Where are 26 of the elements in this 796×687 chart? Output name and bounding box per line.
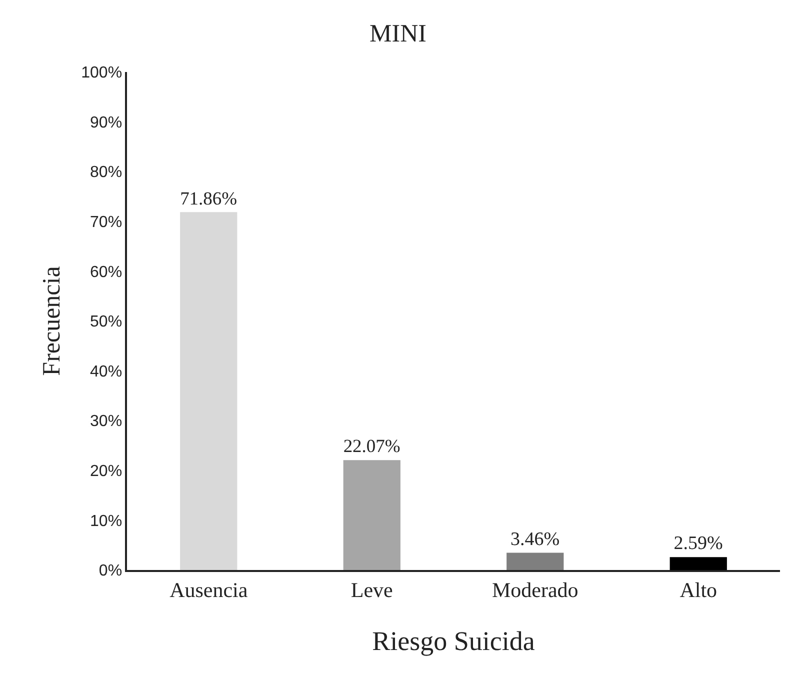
y-tick-label: 20% bbox=[90, 463, 122, 480]
data-label: 2.59% bbox=[674, 533, 723, 554]
y-tick-label: 0% bbox=[98, 562, 122, 580]
y-tick-label: 100% bbox=[81, 64, 122, 82]
bar bbox=[506, 552, 564, 570]
y-tick-label: 90% bbox=[90, 114, 122, 132]
x-tick-label: Ausencia bbox=[170, 578, 248, 602]
bar bbox=[180, 212, 238, 570]
y-tick-label: 60% bbox=[90, 264, 122, 281]
x-tick-label: Leve bbox=[350, 578, 393, 602]
data-label: 22.07% bbox=[343, 436, 400, 456]
chart-title: MINI bbox=[370, 20, 426, 48]
y-tick-label: 50% bbox=[90, 314, 122, 331]
x-axis-title: Riesgo Suicida bbox=[372, 626, 535, 656]
data-label: 3.46% bbox=[510, 528, 560, 550]
y-axis-title: Frecuencia bbox=[38, 266, 66, 376]
y-tick-label: 70% bbox=[90, 214, 122, 231]
bar bbox=[670, 557, 727, 570]
y-tick-label: 40% bbox=[90, 363, 122, 380]
y-tick-label: 30% bbox=[90, 413, 122, 430]
x-tick-label: Moderado bbox=[492, 578, 578, 602]
x-tick-label: Alto bbox=[680, 578, 718, 602]
y-tick-label: 80% bbox=[90, 164, 122, 182]
y-tick-label: 10% bbox=[90, 512, 122, 530]
data-label: 71.86% bbox=[180, 188, 238, 208]
bar bbox=[343, 460, 400, 570]
